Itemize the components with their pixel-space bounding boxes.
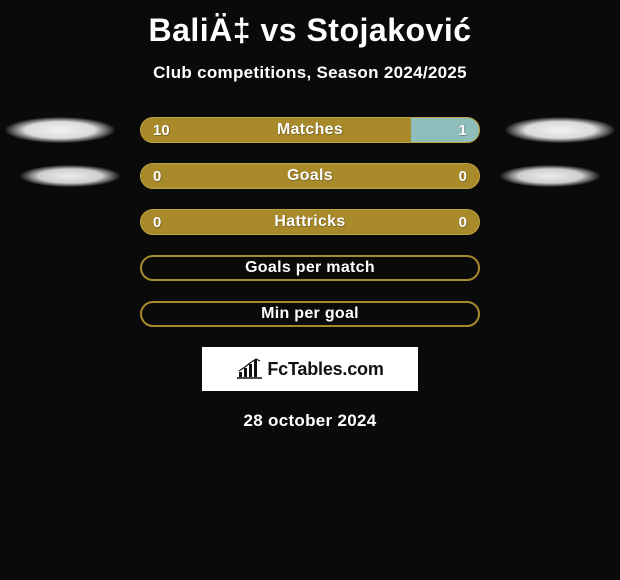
stat-bar-right-fill xyxy=(411,118,479,142)
stat-bar-left-fill xyxy=(141,210,479,234)
page-subtitle: Club competitions, Season 2024/2025 xyxy=(0,63,620,83)
stat-label: Goals per match xyxy=(142,257,478,279)
page-title: BaliÄ‡ vs Stojaković xyxy=(0,12,620,49)
date-label: 28 october 2024 xyxy=(0,411,620,431)
player-right-shadow-icon xyxy=(500,165,600,187)
stat-bar-left-fill xyxy=(141,118,411,142)
stat-bar: 0 Goals 0 xyxy=(140,163,480,189)
stat-bar-left-fill xyxy=(141,164,479,188)
stat-rows: 10 Matches 1 0 Goals 0 0 Ha xyxy=(0,117,620,327)
player-left-shadow-icon xyxy=(5,117,115,143)
stat-row-matches: 10 Matches 1 xyxy=(0,117,620,143)
stat-bar: 0 Hattricks 0 xyxy=(140,209,480,235)
stat-row-goals: 0 Goals 0 xyxy=(0,163,620,189)
logo-text: FcTables.com xyxy=(267,359,383,380)
stat-row-hattricks: 0 Hattricks 0 xyxy=(0,209,620,235)
stat-bar-empty: Min per goal xyxy=(140,301,480,327)
stat-bar-empty: Goals per match xyxy=(140,255,480,281)
stat-bar: 10 Matches 1 xyxy=(140,117,480,143)
comparison-card: BaliÄ‡ vs Stojaković Club competitions, … xyxy=(0,0,620,580)
logo-inner: FcTables.com xyxy=(236,358,383,380)
stat-label: Min per goal xyxy=(142,303,478,325)
bar-chart-icon xyxy=(236,358,264,380)
player-right-shadow-icon xyxy=(505,117,615,143)
fctables-logo: FcTables.com xyxy=(202,347,418,391)
stat-row-min-per-goal: Min per goal xyxy=(0,301,620,327)
player-left-shadow-icon xyxy=(20,165,120,187)
stat-row-goals-per-match: Goals per match xyxy=(0,255,620,281)
